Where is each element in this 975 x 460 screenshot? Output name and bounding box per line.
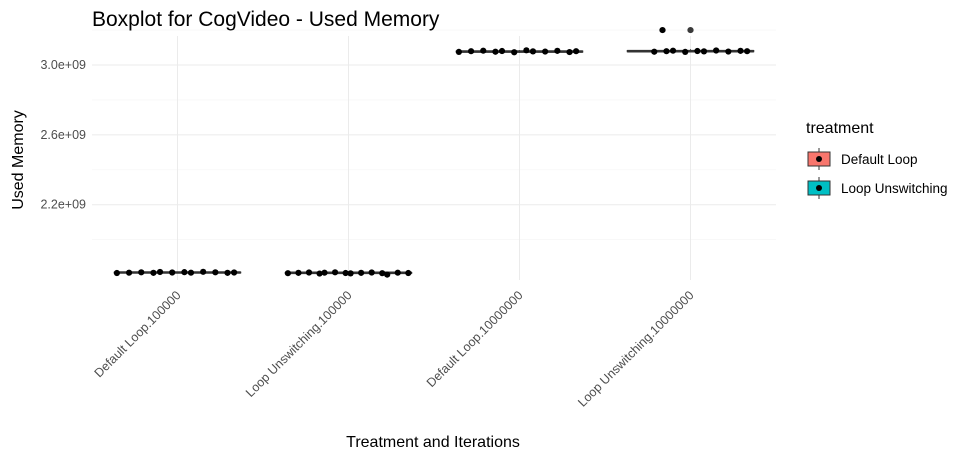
legend-entry: Default Loop [807, 148, 918, 170]
y-tick-label: 2.2e+09 [40, 198, 86, 212]
data-point [492, 48, 499, 55]
data-point [713, 47, 720, 54]
data-point [150, 269, 157, 276]
data-point [700, 48, 708, 55]
data-point [573, 48, 580, 55]
grid [92, 29, 776, 280]
data-point [744, 48, 751, 55]
data-point [200, 268, 207, 275]
y-tick-label: 2.6e+09 [40, 128, 86, 142]
data-point [321, 269, 328, 276]
data-point [224, 269, 231, 276]
data-point [394, 269, 401, 276]
data-point [651, 48, 658, 55]
data-point [554, 47, 561, 54]
legend-key-point [816, 185, 822, 191]
data-point [125, 269, 133, 276]
x-tick-label: Loop Unswitching.100000 [243, 288, 355, 400]
y-axis-ticks: 2.2e+09 2.6e+09 3.0e+09 [40, 58, 86, 212]
data-point [663, 48, 670, 55]
boxes [113, 49, 755, 275]
data-point [358, 269, 365, 276]
data-point [687, 26, 694, 34]
data-point [169, 269, 176, 276]
box [113, 271, 242, 274]
data-point [694, 47, 701, 55]
data-point [305, 269, 313, 276]
legend: treatment Default Loop Loop Unswitching [806, 120, 948, 199]
legend-label: Loop Unswitching [841, 181, 948, 196]
data-point [316, 270, 323, 277]
data-point [467, 48, 475, 55]
legend-entry: Loop Unswitching [807, 177, 948, 199]
data-point [480, 47, 487, 54]
data-point [737, 47, 744, 54]
x-axis-ticks: Default Loop.100000 Loop Unswitching.1000… [92, 288, 697, 409]
data-point [659, 26, 666, 34]
data-point [542, 48, 549, 55]
data-point [523, 47, 530, 54]
legend-title: treatment [806, 120, 874, 137]
y-tick-label: 3.0e+09 [40, 58, 86, 72]
legend-key-point [816, 156, 822, 162]
data-point [379, 270, 386, 277]
x-tick-label: Default Loop.10000000 [424, 288, 526, 390]
data-point [347, 270, 354, 277]
data-point [455, 48, 462, 56]
data-point [113, 269, 120, 277]
jitter-points [113, 26, 751, 278]
data-point [669, 47, 677, 54]
data-point [529, 48, 537, 55]
x-axis-title: Treatment and Iterations [346, 434, 520, 451]
box [455, 50, 584, 53]
data-point [384, 271, 391, 278]
data-point [725, 48, 732, 55]
data-point [566, 48, 573, 56]
data-point [682, 48, 689, 56]
data-point [284, 270, 291, 277]
data-point [295, 269, 302, 276]
data-point [511, 49, 518, 56]
data-point [405, 269, 412, 277]
chart-title: Boxplot for CogVideo - Used Memory [92, 8, 440, 31]
data-point [231, 269, 238, 276]
data-point [498, 47, 506, 55]
legend-label: Default Loop [841, 152, 918, 167]
box [626, 49, 755, 53]
data-point [342, 269, 349, 277]
legend-entries: Default Loop Loop Unswitching [807, 148, 948, 199]
x-tick-label: Loop Unswitching.10000000 [575, 288, 696, 409]
data-point [138, 269, 145, 276]
data-point [181, 269, 188, 276]
data-point [368, 269, 375, 276]
data-point [331, 269, 339, 276]
y-axis-title: Used Memory [10, 110, 27, 210]
x-tick-label: Default Loop.100000 [92, 288, 184, 380]
data-point [187, 269, 195, 276]
data-point [212, 269, 219, 276]
data-point [156, 268, 164, 276]
